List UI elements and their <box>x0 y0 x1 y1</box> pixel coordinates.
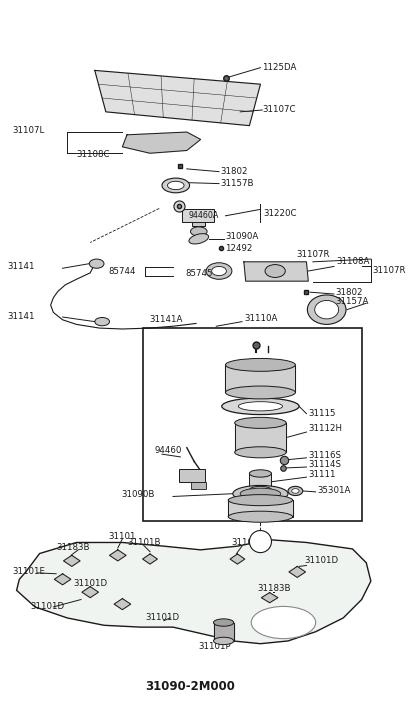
Bar <box>143 328 362 521</box>
Ellipse shape <box>249 486 272 494</box>
Ellipse shape <box>228 494 292 506</box>
Ellipse shape <box>233 486 288 502</box>
Ellipse shape <box>189 233 209 244</box>
Polygon shape <box>82 587 99 598</box>
Polygon shape <box>230 554 245 564</box>
Text: 31802: 31802 <box>336 288 363 297</box>
Ellipse shape <box>238 402 283 411</box>
Polygon shape <box>110 550 126 561</box>
Text: 85745: 85745 <box>185 269 212 278</box>
Text: 94460: 94460 <box>155 446 182 455</box>
Polygon shape <box>289 566 306 577</box>
Text: 31110A: 31110A <box>245 314 278 324</box>
Ellipse shape <box>292 489 299 493</box>
Ellipse shape <box>225 386 295 399</box>
Polygon shape <box>261 593 278 603</box>
Polygon shape <box>228 500 292 517</box>
Text: 31107L: 31107L <box>12 126 44 134</box>
Ellipse shape <box>168 181 184 190</box>
Text: 31107R: 31107R <box>296 250 329 259</box>
Text: 31157A: 31157A <box>336 297 369 306</box>
Polygon shape <box>225 365 295 393</box>
Text: 31183B: 31183B <box>56 544 90 553</box>
Ellipse shape <box>213 638 234 645</box>
Ellipse shape <box>212 266 227 276</box>
Text: 31141: 31141 <box>7 312 35 321</box>
Text: 31114S: 31114S <box>308 459 341 469</box>
Text: 31802: 31802 <box>221 167 248 176</box>
Text: 31220C: 31220C <box>263 209 297 217</box>
Text: 31090B: 31090B <box>121 490 155 499</box>
Ellipse shape <box>288 486 303 496</box>
Bar <box>191 482 206 489</box>
Text: 85744: 85744 <box>109 267 136 276</box>
Polygon shape <box>114 598 131 610</box>
Text: 31115: 31115 <box>308 409 336 418</box>
Polygon shape <box>63 555 80 566</box>
Ellipse shape <box>265 265 285 278</box>
Text: 31107C: 31107C <box>262 105 296 114</box>
Ellipse shape <box>235 447 286 458</box>
Ellipse shape <box>249 470 272 477</box>
Text: 1125DA: 1125DA <box>262 63 297 72</box>
Text: 31108A: 31108A <box>337 257 370 266</box>
Ellipse shape <box>251 606 316 638</box>
Text: 31101D: 31101D <box>30 603 65 611</box>
Ellipse shape <box>162 178 190 193</box>
Text: 31141: 31141 <box>7 262 35 271</box>
Text: 31101B: 31101B <box>127 538 160 547</box>
Ellipse shape <box>315 300 339 319</box>
Ellipse shape <box>95 318 110 326</box>
Bar <box>192 217 205 226</box>
Text: 35301A: 35301A <box>317 486 351 494</box>
Text: 94460A: 94460A <box>189 212 219 220</box>
Text: 31101B: 31101B <box>231 538 265 547</box>
Bar <box>180 469 205 482</box>
Ellipse shape <box>307 295 346 324</box>
Text: 31108C: 31108C <box>76 150 110 158</box>
Polygon shape <box>95 71 261 126</box>
Ellipse shape <box>235 417 286 428</box>
Text: 31111: 31111 <box>308 470 336 479</box>
Text: 31101E: 31101E <box>12 567 45 577</box>
Circle shape <box>249 531 272 553</box>
Ellipse shape <box>225 358 295 371</box>
Text: 31101D: 31101D <box>73 579 107 588</box>
Ellipse shape <box>213 619 234 626</box>
Text: 31090-2M000: 31090-2M000 <box>146 680 236 694</box>
PathPatch shape <box>17 539 371 643</box>
Polygon shape <box>244 262 308 281</box>
Text: 31090A: 31090A <box>225 232 259 241</box>
Text: 31157B: 31157B <box>221 179 254 188</box>
Ellipse shape <box>206 262 232 279</box>
Text: 31107R: 31107R <box>373 265 406 275</box>
Text: 31116S: 31116S <box>308 451 341 459</box>
Text: 31183B: 31183B <box>258 584 291 593</box>
Ellipse shape <box>222 398 299 414</box>
Polygon shape <box>143 554 157 564</box>
Text: A: A <box>257 537 264 547</box>
Ellipse shape <box>89 259 104 268</box>
Ellipse shape <box>228 511 292 522</box>
Polygon shape <box>122 132 201 153</box>
Text: 31101: 31101 <box>109 531 136 541</box>
Text: 31101D: 31101D <box>146 614 180 622</box>
Polygon shape <box>213 622 234 641</box>
Bar <box>249 473 272 490</box>
Text: 31101D: 31101D <box>305 556 339 566</box>
Text: 31141A: 31141A <box>150 316 183 324</box>
Text: 12492: 12492 <box>225 244 253 252</box>
Polygon shape <box>54 574 71 585</box>
Polygon shape <box>235 423 286 452</box>
FancyBboxPatch shape <box>182 209 213 222</box>
Ellipse shape <box>240 489 281 499</box>
Text: 31101P: 31101P <box>198 642 231 651</box>
Ellipse shape <box>191 227 207 236</box>
Text: 31112H: 31112H <box>308 424 342 433</box>
